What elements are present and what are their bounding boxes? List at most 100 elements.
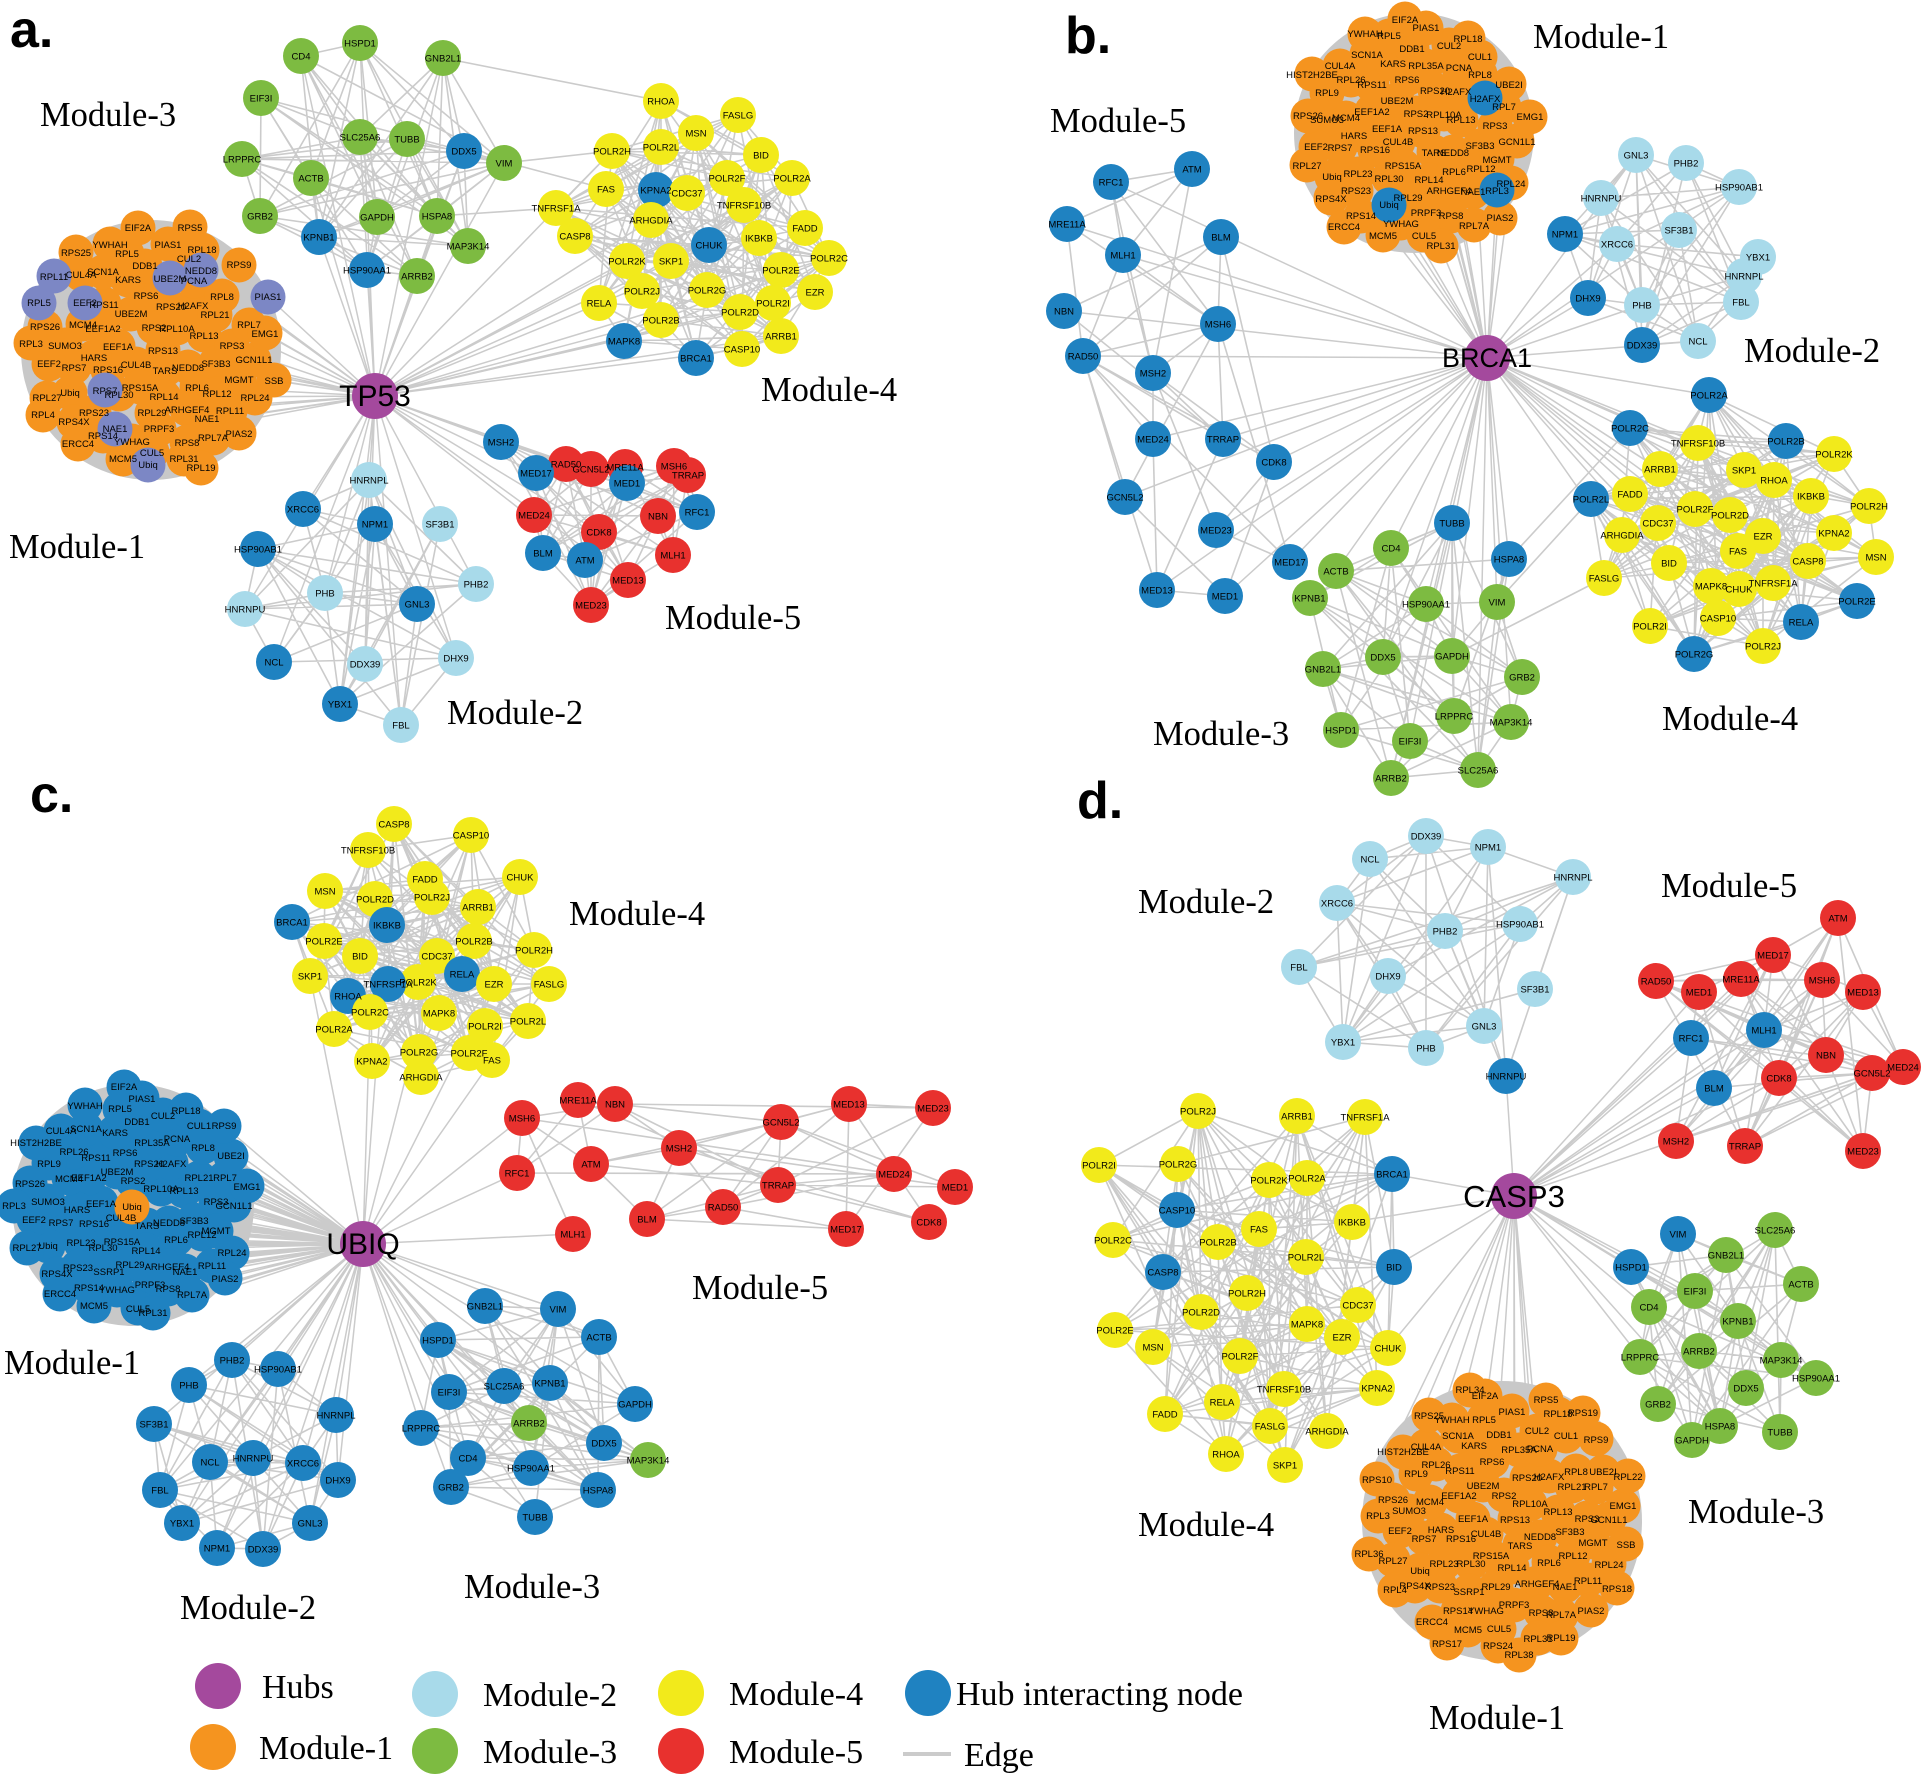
svg-text:HARS: HARS <box>1428 1525 1454 1536</box>
svg-text:UBE2M: UBE2M <box>1467 1481 1500 1492</box>
svg-text:SLC25A6: SLC25A6 <box>1458 766 1499 777</box>
svg-text:RPS11: RPS11 <box>1445 1466 1474 1477</box>
svg-text:EEF1A: EEF1A <box>103 342 134 353</box>
svg-text:ARHGEF4: ARHGEF4 <box>1427 186 1472 197</box>
svg-text:POLR2H: POLR2H <box>1228 1289 1266 1300</box>
svg-text:GCN1L1: GCN1L1 <box>1591 1515 1628 1526</box>
svg-text:RPL7: RPL7 <box>237 320 261 331</box>
svg-text:RPL23: RPL23 <box>66 1238 95 1249</box>
svg-text:RELA: RELA <box>450 970 475 981</box>
svg-text:MED17: MED17 <box>1274 558 1306 569</box>
svg-text:BRCA1: BRCA1 <box>1442 343 1532 373</box>
svg-text:CUL1: CUL1 <box>1468 52 1492 63</box>
svg-text:RPS20: RPS20 <box>1512 1473 1542 1484</box>
svg-text:UBE2I: UBE2I <box>1495 80 1522 91</box>
svg-text:BRCA1: BRCA1 <box>1376 1170 1408 1181</box>
svg-text:RPS26: RPS26 <box>1378 1495 1408 1506</box>
svg-text:RPL24: RPL24 <box>1594 1560 1623 1571</box>
svg-text:CASP10: CASP10 <box>1159 1206 1195 1217</box>
svg-text:SLC25A6: SLC25A6 <box>1755 1226 1796 1237</box>
svg-text:RPL7: RPL7 <box>1492 102 1516 113</box>
svg-text:EEF1A: EEF1A <box>1458 1514 1489 1525</box>
svg-text:Module-1: Module-1 <box>259 1730 393 1767</box>
svg-text:HNRNPU: HNRNPU <box>1581 194 1622 205</box>
svg-text:RPS2: RPS2 <box>142 323 167 334</box>
svg-text:MSH6: MSH6 <box>1809 976 1835 987</box>
svg-text:MED1: MED1 <box>1686 988 1712 999</box>
svg-text:RPS24: RPS24 <box>1483 1641 1513 1652</box>
svg-text:NEDD8: NEDD8 <box>185 266 217 277</box>
svg-text:RELA: RELA <box>587 299 612 310</box>
svg-text:CUL4B: CUL4B <box>106 1213 137 1224</box>
svg-text:HSP90AA1: HSP90AA1 <box>1792 1374 1840 1385</box>
svg-text:HSP90AA1: HSP90AA1 <box>507 1464 555 1475</box>
svg-text:H2AFX: H2AFX <box>156 1159 187 1170</box>
svg-text:CDK8: CDK8 <box>916 1218 941 1229</box>
svg-text:CUL4A: CUL4A <box>1325 61 1356 72</box>
svg-text:RPL6: RPL6 <box>185 383 209 394</box>
svg-text:RPL5: RPL5 <box>27 298 51 309</box>
svg-text:GAPDH: GAPDH <box>1435 652 1469 663</box>
svg-text:PIAS2: PIAS2 <box>1578 1606 1605 1617</box>
svg-text:SF3B1: SF3B1 <box>1664 226 1693 237</box>
svg-text:HARS: HARS <box>1341 131 1367 142</box>
svg-text:VIM: VIM <box>550 1305 567 1316</box>
svg-text:HSPD1: HSPD1 <box>344 39 376 50</box>
svg-text:RPS16: RPS16 <box>1360 145 1390 156</box>
svg-text:LRPPRC: LRPPRC <box>223 155 262 166</box>
svg-text:PCNA: PCNA <box>181 276 208 287</box>
svg-text:RPS13: RPS13 <box>1500 1515 1530 1526</box>
svg-text:POLR2E: POLR2E <box>305 937 343 948</box>
svg-text:H2AFX: H2AFX <box>1441 87 1472 98</box>
svg-text:POLR2L: POLR2L <box>1573 495 1609 506</box>
svg-text:Module-2: Module-2 <box>180 1589 316 1627</box>
svg-text:Module-1: Module-1 <box>1429 1699 1565 1737</box>
svg-text:HSPA8: HSPA8 <box>422 212 452 223</box>
svg-text:RPS20: RPS20 <box>156 302 186 313</box>
svg-text:POLR2F: POLR2F <box>709 174 746 185</box>
svg-text:NEDD8: NEDD8 <box>153 1218 185 1229</box>
svg-text:EIF2A: EIF2A <box>111 1082 138 1093</box>
svg-text:MED17: MED17 <box>1757 951 1789 962</box>
svg-text:RPL11: RPL11 <box>40 272 68 283</box>
svg-text:RPL35A: RPL35A <box>1408 61 1444 72</box>
svg-text:YBX1: YBX1 <box>1746 253 1770 264</box>
svg-text:FBL: FBL <box>1732 298 1749 309</box>
svg-text:MSH2: MSH2 <box>488 438 514 449</box>
svg-text:SKP1: SKP1 <box>1273 1461 1297 1472</box>
svg-text:PCNA: PCNA <box>164 1134 191 1145</box>
svg-text:RPL6: RPL6 <box>164 1235 188 1246</box>
svg-text:POLR2A: POLR2A <box>1690 391 1728 402</box>
svg-text:ERCC4: ERCC4 <box>1328 222 1360 233</box>
svg-text:PCNA: PCNA <box>1527 1444 1554 1455</box>
svg-text:RPL5: RPL5 <box>1377 31 1401 42</box>
svg-text:RPL27: RPL27 <box>32 393 61 404</box>
svg-text:DDX5: DDX5 <box>1370 653 1395 664</box>
svg-text:CASP3: CASP3 <box>1463 1179 1565 1214</box>
svg-text:NBN: NBN <box>1054 307 1074 318</box>
svg-text:EIF3I: EIF3I <box>1684 1287 1707 1298</box>
svg-text:YWHAG: YWHAG <box>1383 219 1419 230</box>
svg-text:RPS9: RPS9 <box>227 260 252 271</box>
svg-text:TRRAP: TRRAP <box>1729 1142 1761 1153</box>
svg-text:PIAS1: PIAS1 <box>1499 1407 1526 1418</box>
svg-text:ERCC4: ERCC4 <box>44 1289 76 1300</box>
svg-text:RPS15A: RPS15A <box>1385 161 1422 172</box>
svg-text:H2AFX: H2AFX <box>178 301 209 312</box>
svg-text:MSH6: MSH6 <box>509 1114 535 1125</box>
svg-text:RPS25: RPS25 <box>61 248 91 259</box>
svg-text:POLR2J: POLR2J <box>414 893 450 904</box>
svg-text:RPL8: RPL8 <box>210 292 234 303</box>
svg-text:RPS26: RPS26 <box>1293 111 1323 122</box>
svg-text:MED13: MED13 <box>612 576 644 587</box>
svg-text:NPM1: NPM1 <box>204 1544 230 1555</box>
svg-text:RPL36: RPL36 <box>1354 1549 1383 1560</box>
svg-text:BLM: BLM <box>533 549 553 560</box>
svg-text:Module-4: Module-4 <box>1662 700 1798 738</box>
svg-text:PRPF3: PRPF3 <box>1499 1600 1530 1611</box>
svg-text:CASP8: CASP8 <box>1147 1268 1178 1279</box>
svg-text:EEF1A2: EEF1A2 <box>85 324 120 335</box>
svg-text:EEF2: EEF2 <box>1304 142 1328 153</box>
svg-text:CUL2: CUL2 <box>1437 41 1461 52</box>
svg-text:TUBB: TUBB <box>1767 1428 1792 1439</box>
